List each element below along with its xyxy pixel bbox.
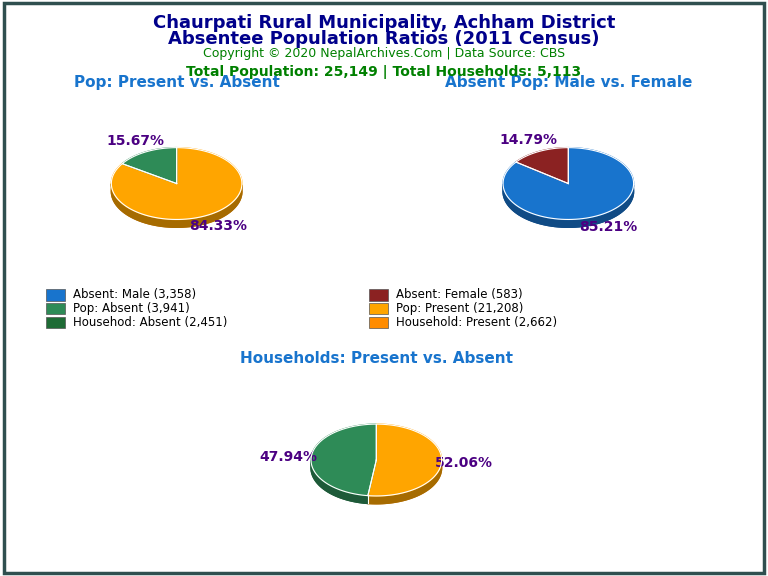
Title: Pop: Present vs. Absent: Pop: Present vs. Absent (74, 75, 280, 90)
Polygon shape (311, 460, 368, 503)
Text: 52.06%: 52.06% (435, 456, 493, 470)
Text: Chaurpati Rural Municipality, Achham District: Chaurpati Rural Municipality, Achham Dis… (153, 14, 615, 32)
Text: 85.21%: 85.21% (579, 220, 637, 234)
Polygon shape (368, 461, 442, 504)
Polygon shape (122, 156, 177, 191)
Text: Absentee Population Ratios (2011 Census): Absentee Population Ratios (2011 Census) (168, 30, 600, 48)
Polygon shape (516, 147, 568, 184)
Polygon shape (368, 432, 442, 504)
Polygon shape (503, 156, 634, 228)
Text: Total Population: 25,149 | Total Households: 5,113: Total Population: 25,149 | Total Househo… (187, 65, 581, 78)
Text: Househod: Absent (2,451): Househod: Absent (2,451) (73, 316, 227, 329)
Polygon shape (503, 184, 634, 228)
Polygon shape (111, 156, 242, 228)
Polygon shape (111, 147, 242, 219)
Polygon shape (368, 424, 442, 496)
Polygon shape (516, 156, 568, 191)
Text: Pop: Absent (3,941): Pop: Absent (3,941) (73, 302, 190, 315)
Polygon shape (311, 424, 376, 495)
Polygon shape (122, 147, 177, 184)
Title: Absent Pop: Male vs. Female: Absent Pop: Male vs. Female (445, 75, 692, 90)
Polygon shape (503, 147, 634, 219)
Text: 14.79%: 14.79% (500, 133, 558, 147)
Text: 84.33%: 84.33% (189, 219, 247, 233)
Text: Household: Present (2,662): Household: Present (2,662) (396, 316, 557, 329)
Text: 15.67%: 15.67% (106, 134, 164, 148)
Title: Households: Present vs. Absent: Households: Present vs. Absent (240, 351, 513, 366)
Text: 47.94%: 47.94% (260, 450, 317, 464)
Text: Pop: Present (21,208): Pop: Present (21,208) (396, 302, 523, 315)
Text: Absent: Female (583): Absent: Female (583) (396, 289, 522, 301)
Text: Absent: Male (3,358): Absent: Male (3,358) (73, 289, 196, 301)
Text: Copyright © 2020 NepalArchives.Com | Data Source: CBS: Copyright © 2020 NepalArchives.Com | Dat… (203, 47, 565, 60)
Polygon shape (111, 184, 242, 228)
Polygon shape (311, 432, 376, 503)
